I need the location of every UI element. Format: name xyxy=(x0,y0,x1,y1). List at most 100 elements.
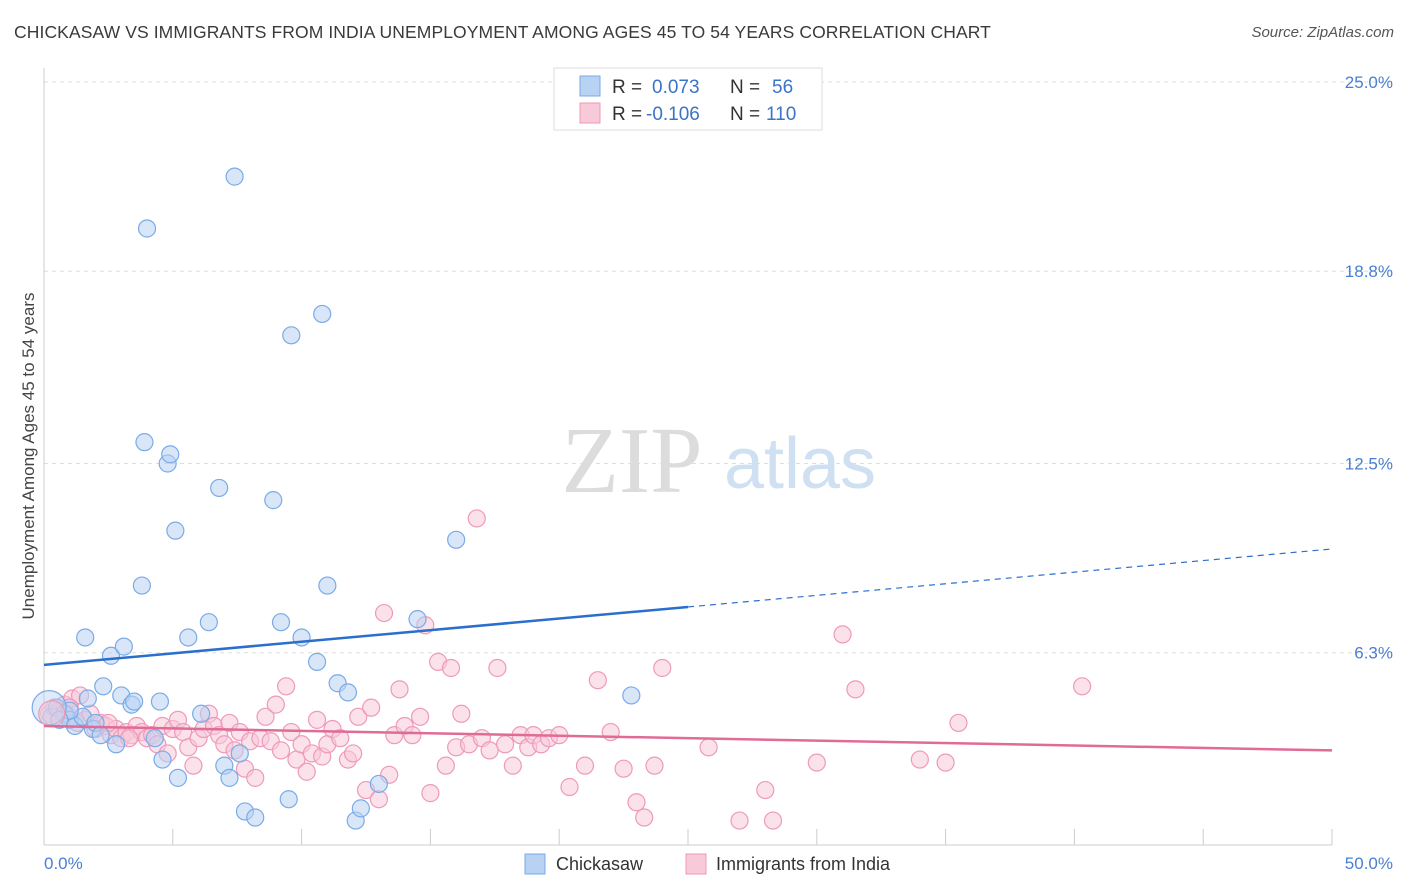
top-legend: R = 0.073 N = 56 R = -0.106 N = 110 xyxy=(553,67,823,131)
chickasaw-point xyxy=(622,686,641,705)
india-point xyxy=(441,658,461,678)
chickasaw-point xyxy=(210,478,229,498)
chickasaw-point xyxy=(135,433,154,452)
x-ticks xyxy=(43,829,1333,845)
bottom-legend-label-india: Immigrants from India xyxy=(716,854,891,874)
chickasaw-point xyxy=(225,167,244,186)
india-point xyxy=(282,722,301,742)
chickasaw-point xyxy=(313,304,332,324)
india-point xyxy=(374,603,394,623)
chickasaw-point xyxy=(318,576,337,595)
legend-n-value-chickasaw: 56 xyxy=(772,77,793,98)
india-point xyxy=(756,780,775,800)
chickasaw-point xyxy=(161,445,180,464)
india-point xyxy=(730,811,749,830)
india-point xyxy=(271,741,291,760)
india-point xyxy=(635,808,654,827)
chickasaw-point xyxy=(230,744,249,763)
india-point xyxy=(588,671,607,690)
india-point xyxy=(344,744,363,763)
legend-swatch-chickasaw xyxy=(579,75,601,97)
chickasaw-point xyxy=(166,521,185,540)
y-tick-label: 12.5% xyxy=(1345,455,1393,474)
india-point xyxy=(699,738,718,757)
watermark: ZIP atlas xyxy=(562,409,877,513)
chickasaw-point xyxy=(76,628,95,647)
india-point xyxy=(277,677,296,696)
india-trend-line xyxy=(43,724,1333,752)
chickasaw-point xyxy=(78,689,97,708)
india-point xyxy=(307,710,327,729)
chickasaw-point xyxy=(114,637,133,656)
legend-n-value-india: 110 xyxy=(766,104,796,125)
legend-r-value-india: -0.106 xyxy=(646,104,700,125)
grid-lines xyxy=(44,81,1392,654)
chickasaw-point xyxy=(408,610,427,629)
india-point xyxy=(390,680,409,699)
y-tick-label: 18.8% xyxy=(1345,262,1393,281)
india-point xyxy=(503,756,522,775)
india-point xyxy=(910,750,929,769)
bottom-legend-swatch-india xyxy=(685,853,707,875)
india-point xyxy=(174,722,193,742)
india-point xyxy=(403,726,422,745)
india-point xyxy=(949,713,968,733)
india-point xyxy=(369,790,388,809)
chickasaw-point xyxy=(168,768,188,787)
legend-swatch-india xyxy=(579,102,601,124)
bottom-legend-swatch-chickasaw xyxy=(524,853,546,875)
chickasaw-point xyxy=(132,576,151,595)
india-point xyxy=(480,741,499,760)
india-point xyxy=(1073,677,1092,696)
chickasaw-point xyxy=(351,799,370,818)
chickasaw-point xyxy=(91,726,110,745)
india-point xyxy=(452,704,471,723)
y-tick-label: 6.3% xyxy=(1354,644,1393,663)
india-point xyxy=(467,509,486,528)
chickasaw-point xyxy=(145,729,164,748)
chickasaw-point xyxy=(107,735,126,754)
chickasaw-cluster-point xyxy=(31,690,67,726)
india-point xyxy=(331,729,350,748)
chickasaw-point xyxy=(271,613,291,632)
y-axis-title: Unemployment Among Ages 45 to 54 years xyxy=(19,293,38,620)
chickasaw-point xyxy=(264,491,283,510)
legend-r-label-2: R = xyxy=(612,104,642,125)
chickasaw-point xyxy=(137,219,157,238)
india-point xyxy=(575,756,595,775)
watermark-zip: ZIP xyxy=(562,409,703,513)
india-point xyxy=(297,762,316,781)
india-point xyxy=(614,759,633,778)
chickasaw-point xyxy=(279,790,298,809)
chickasaw-point xyxy=(246,808,265,827)
chickasaw-point xyxy=(338,683,358,702)
chickasaw-trend-line xyxy=(43,605,689,667)
chickasaw-point xyxy=(192,704,211,723)
india-cluster-point xyxy=(38,700,66,728)
chickasaw-point xyxy=(153,750,172,769)
legend-r-value-chickasaw: 0.073 xyxy=(652,77,700,98)
india-point xyxy=(846,680,865,699)
chickasaw-point xyxy=(220,768,239,787)
india-point xyxy=(246,768,265,787)
chickasaw-trend-extension xyxy=(687,548,1333,608)
india-point xyxy=(936,753,955,772)
x-tick-label-max: 50.0% xyxy=(1345,854,1393,873)
chickasaw-point xyxy=(199,613,218,632)
india-point xyxy=(833,625,852,644)
india-point xyxy=(362,698,381,717)
legend-n-label-2: N = xyxy=(730,104,760,125)
india-point xyxy=(256,707,275,726)
india-point xyxy=(496,735,515,754)
data-points xyxy=(31,167,1092,830)
india-point xyxy=(560,777,579,797)
india-point xyxy=(421,784,440,803)
india-point xyxy=(436,756,455,775)
india-point xyxy=(627,793,646,812)
chickasaw-point xyxy=(94,677,113,696)
y-tick-label: 25.0% xyxy=(1345,73,1393,92)
legend-n-label-1: N = xyxy=(730,77,760,98)
chickasaw-point xyxy=(125,692,144,711)
chickasaw-point xyxy=(447,530,466,549)
